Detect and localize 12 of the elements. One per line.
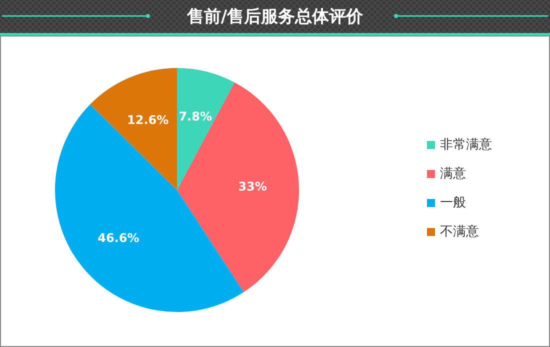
pie-slice (90, 68, 177, 190)
data-label: 12.6% (127, 113, 169, 128)
data-label: 46.6% (98, 230, 140, 245)
chart-title: 售前/售后服务总体评价 (186, 7, 364, 27)
pie-slice (177, 82, 299, 292)
legend-label: 不满意 (440, 224, 479, 240)
legend-label: 一般 (440, 196, 466, 210)
data-label: 33% (238, 180, 267, 194)
pie-slice (177, 68, 234, 190)
legend-label: 非常满意 (440, 138, 492, 152)
legend-label: 满意 (440, 166, 466, 182)
data-label: 7.8% (178, 110, 212, 124)
